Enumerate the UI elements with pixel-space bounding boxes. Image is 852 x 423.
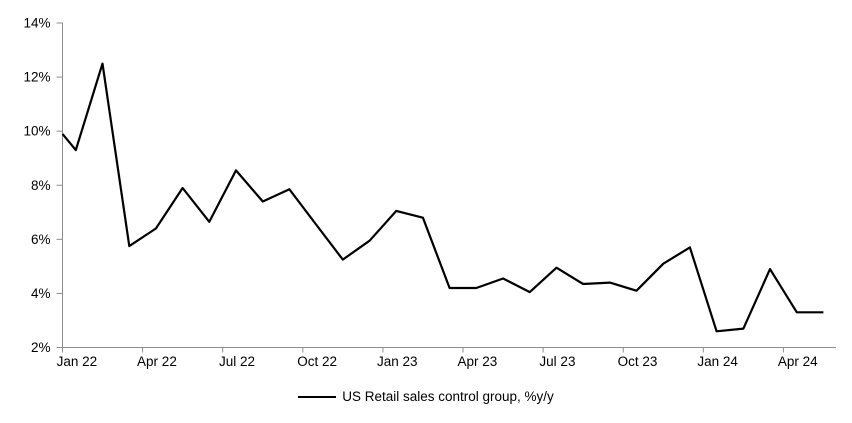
x-axis-tick-label: Jul 23 — [539, 354, 575, 369]
x-axis-tick-label: Oct 23 — [618, 354, 658, 369]
y-axis-tick-label: 6% — [31, 232, 51, 247]
legend-line-swatch — [298, 395, 337, 398]
series-line-us-retail-control-group — [61, 62, 824, 333]
x-axis-tick-label: Apr 24 — [778, 354, 818, 369]
legend: US Retail sales control group, %y/y — [0, 389, 852, 404]
x-axis-tick-label: Jan 23 — [377, 354, 418, 369]
y-axis-tick-label: 4% — [31, 286, 51, 301]
legend-label: US Retail sales control group, %y/y — [342, 389, 554, 404]
x-axis-tick-label: Jan 24 — [697, 354, 738, 369]
x-axis-tick-label: Jan 22 — [57, 354, 98, 369]
x-axis-tick-label: Oct 22 — [297, 354, 337, 369]
y-axis-tick-label: 8% — [31, 178, 51, 193]
y-axis-tick-label: 2% — [31, 340, 51, 355]
x-axis-tick-label: Apr 22 — [137, 354, 177, 369]
x-axis-tick-label: Jul 22 — [219, 354, 255, 369]
x-axis-tick-label: Apr 23 — [457, 354, 497, 369]
y-axis-tick-label: 14% — [23, 16, 50, 31]
y-axis-tick-label: 10% — [23, 124, 50, 139]
y-axis-tick-label: 12% — [23, 70, 50, 85]
